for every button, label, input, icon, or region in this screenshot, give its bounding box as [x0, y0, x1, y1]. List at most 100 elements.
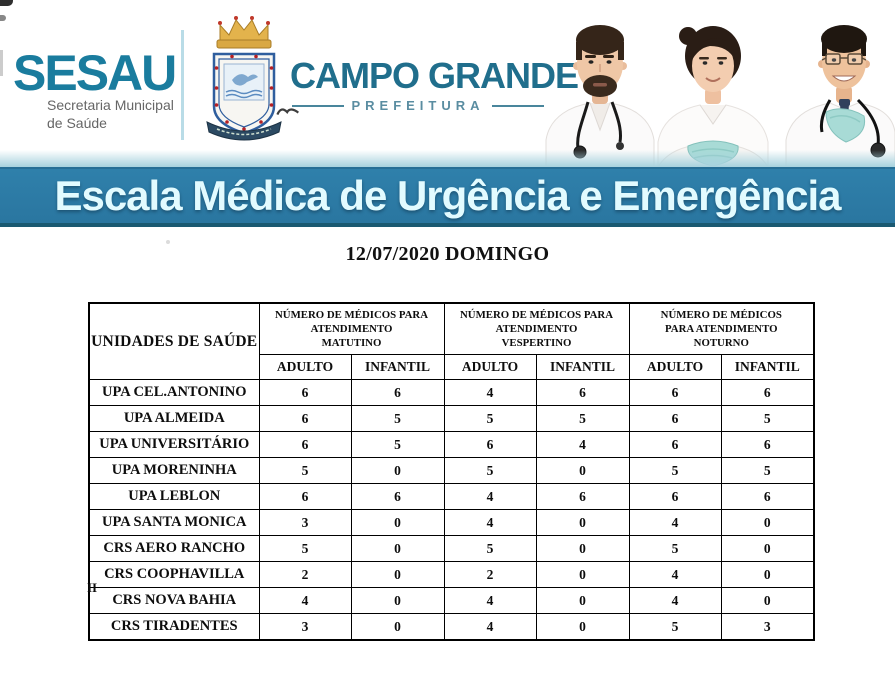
- count-cell: 6: [350, 483, 445, 510]
- count-cell: 6: [258, 405, 352, 432]
- unit-cell: CRS AERO RANCHO: [88, 535, 260, 562]
- count-cell: 0: [535, 561, 630, 588]
- group-label-line: NÚMERO DE MÉDICOS: [660, 308, 782, 321]
- count-cell: 4: [628, 587, 722, 614]
- count-cell: 0: [720, 535, 815, 562]
- count-cell: 0: [535, 535, 630, 562]
- scan-artifact: [276, 108, 299, 115]
- count-cell: 6: [720, 379, 815, 406]
- unit-cell: UPA LEBLON: [88, 483, 260, 510]
- unit-cell: UPA MORENINHA: [88, 457, 260, 484]
- count-cell: 6: [535, 483, 630, 510]
- unit-name: CRS NOVA BAHIA: [112, 592, 237, 608]
- unit-name: UPA LEBLON: [128, 488, 221, 504]
- prefeitura-label: PREFEITURA: [351, 98, 485, 113]
- subheader-adulto: ADULTO: [443, 354, 537, 380]
- count-cell: 6: [443, 431, 537, 458]
- document-header: SESAU Secretaria Municipal de Saúde: [0, 0, 895, 168]
- count-cell: 5: [350, 431, 445, 458]
- scan-artifact: [0, 50, 3, 76]
- table-row: CRS AERO RANCHO 5 0 5 0 5 0: [88, 535, 815, 562]
- subheader-infantil: INFANTIL: [535, 354, 630, 380]
- count-cell: 6: [258, 431, 352, 458]
- count-cell: 5: [443, 535, 537, 562]
- sesau-logo-text: SESAU: [13, 45, 177, 101]
- column-group-noturno: NÚMERO DE MÉDICOS PARA ATENDIMENTO NOTUR…: [628, 302, 815, 355]
- schedule-table: UNIDADES DE SAÚDE NÚMERO DE MÉDICOS PARA…: [87, 302, 816, 641]
- unit-name: UPA MORENINHA: [111, 462, 237, 478]
- unit-cell: UPA UNIVERSITÁRIO: [88, 431, 260, 458]
- table-row: UPA SANTA MONICA 3 0 4 0 4 0: [88, 509, 815, 536]
- count-cell: 0: [535, 509, 630, 536]
- doctor-male-beard: [545, 25, 655, 167]
- page-title: Escala Médica de Urgência e Emergência: [54, 172, 841, 219]
- table-row: UPA MORENINHA 5 0 5 0 5 5: [88, 457, 815, 484]
- count-cell: 4: [628, 509, 722, 536]
- unit-name: UPA UNIVERSITÁRIO: [99, 436, 250, 452]
- count-cell: 0: [535, 457, 630, 484]
- unit-name: UPA CEL.ANTONINO: [102, 384, 247, 400]
- subheader-infantil: INFANTIL: [720, 354, 815, 380]
- table-row: UPA ALMEIDA 6 5 5 5 6 5: [88, 405, 815, 432]
- count-cell: 0: [350, 457, 445, 484]
- count-cell: 3: [720, 613, 815, 641]
- count-cell: 6: [258, 483, 352, 510]
- unit-cell: UPA ALMEIDA: [88, 405, 260, 432]
- doctor-male-glasses: [785, 25, 895, 167]
- count-cell: 0: [350, 613, 445, 641]
- count-cell: 2: [258, 561, 352, 588]
- count-cell: 5: [628, 535, 722, 562]
- count-cell: 4: [443, 379, 537, 406]
- count-cell: 6: [535, 379, 630, 406]
- group-label-line: PARA ATENDIMENTO: [665, 322, 778, 335]
- column-group-vespertino: NÚMERO DE MÉDICOS PARA ATENDIMENTO VESPE…: [443, 302, 630, 355]
- campo-grande-logo-text: CAMPO GRANDE: [290, 55, 579, 96]
- subheader-infantil: INFANTIL: [350, 354, 445, 380]
- subheader-adulto: ADULTO: [258, 354, 352, 380]
- doctor-female: [657, 26, 769, 167]
- count-cell: 5: [628, 457, 722, 484]
- count-cell: 6: [258, 379, 352, 406]
- count-cell: 5: [443, 405, 537, 432]
- count-cell: 0: [350, 509, 445, 536]
- scan-artifact: [0, 15, 6, 21]
- count-cell: 2: [443, 561, 537, 588]
- count-cell: 0: [350, 587, 445, 614]
- scan-artifact: [166, 240, 170, 244]
- count-cell: 0: [720, 561, 815, 588]
- count-cell: 5: [258, 535, 352, 562]
- count-cell: 5: [628, 613, 722, 641]
- count-cell: 0: [720, 509, 815, 536]
- doctors-photo: [545, 25, 895, 167]
- unit-name: CRS COOPHAVILLA: [104, 566, 245, 582]
- table-row: UPA CEL.ANTONINO 6 6 4 6 6 6: [88, 379, 815, 406]
- group-label-line: ATENDIMENTO: [495, 322, 578, 335]
- count-cell: 0: [535, 587, 630, 614]
- count-cell: 4: [443, 483, 537, 510]
- count-cell: 4: [258, 587, 352, 614]
- unit-cell: CRS COOPHAVILLA II: [87, 561, 260, 595]
- table-row: CRS NOVA BAHIA 4 0 4 0 4 0: [88, 587, 815, 614]
- count-cell: 6: [628, 431, 722, 458]
- group-label-line: NÚMERO DE MÉDICOS PARA: [274, 308, 429, 321]
- unit-name: UPA SANTA MONICA: [102, 514, 247, 530]
- count-cell: 4: [443, 587, 537, 614]
- scan-artifact: [0, 0, 13, 6]
- table-row: UPA UNIVERSITÁRIO 6 5 6 4 6 6: [88, 431, 815, 458]
- header-bottom-gradient: [0, 150, 895, 168]
- count-cell: 6: [350, 379, 445, 406]
- campo-grande-coat-of-arms-icon: [206, 16, 282, 141]
- group-label-line: VESPERTINO: [501, 337, 572, 350]
- count-cell: 0: [720, 587, 815, 614]
- unit-name: CRS AERO RANCHO: [103, 540, 246, 556]
- sesau-subtitle-line2: de Saúde: [47, 114, 107, 131]
- count-cell: 5: [258, 457, 352, 484]
- group-label-line: ATENDIMENTO: [310, 322, 393, 335]
- count-cell: 0: [350, 535, 445, 562]
- table-row: CRS COOPHAVILLA II 2 0 2 0 4 0: [87, 561, 815, 595]
- count-cell: 5: [443, 457, 537, 484]
- count-cell: 5: [720, 405, 815, 432]
- unit-cell: CRS NOVA BAHIA: [88, 587, 260, 614]
- unit-name: UPA ALMEIDA: [123, 410, 225, 426]
